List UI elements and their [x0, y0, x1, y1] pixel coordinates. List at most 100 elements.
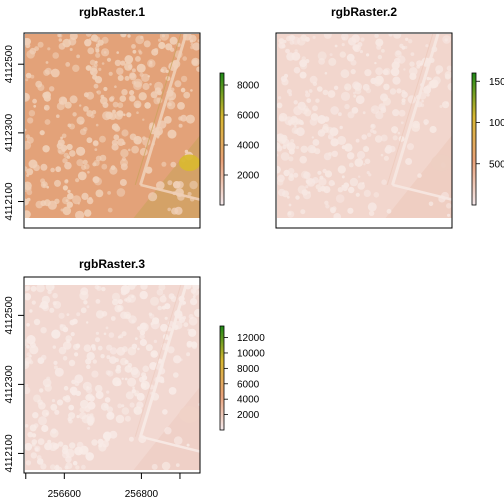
raster-speck — [133, 100, 142, 109]
raster-speck — [129, 90, 135, 96]
raster-speck — [281, 78, 289, 86]
raster-speck — [61, 450, 70, 459]
raster-speck — [35, 200, 44, 209]
raster-speck — [197, 39, 200, 43]
raster-speck — [337, 165, 346, 174]
raster-speck — [105, 370, 111, 376]
raster-speck — [121, 34, 127, 38]
raster-speck — [120, 357, 128, 366]
raster-speck — [286, 89, 292, 94]
raster-speck — [299, 71, 307, 79]
raster-speck — [44, 119, 51, 125]
raster-speck — [188, 328, 197, 337]
raster-speck — [124, 415, 131, 422]
colorbar-label: 500 — [489, 159, 504, 170]
raster-speck — [328, 152, 333, 156]
raster-speck — [124, 377, 128, 381]
x-tick-label: 256800 — [125, 489, 159, 500]
raster-speck — [136, 392, 145, 401]
raster-speck — [69, 150, 76, 157]
raster-speck — [28, 110, 36, 117]
raster-speck — [60, 136, 63, 140]
raster-speck — [305, 59, 310, 64]
raster-speck — [426, 76, 430, 81]
raster-speck — [92, 176, 100, 184]
raster-speck — [173, 355, 182, 364]
raster-speck — [101, 311, 108, 317]
raster-speck — [183, 91, 191, 99]
raster-speck — [62, 158, 68, 164]
raster-speck — [142, 82, 150, 91]
raster-speck — [25, 285, 31, 291]
raster-speck — [32, 98, 37, 104]
raster-speck — [381, 179, 387, 185]
raster-speck — [161, 34, 165, 38]
raster-speck — [83, 163, 90, 170]
raster-speck — [34, 445, 41, 452]
raster-speck — [117, 403, 123, 409]
raster-speck — [38, 416, 47, 426]
raster-speck — [378, 103, 386, 111]
raster-speck — [141, 375, 148, 381]
raster-speck — [156, 181, 165, 190]
raster-speck — [98, 67, 102, 71]
raster-speck — [305, 92, 311, 98]
raster-speck — [138, 92, 147, 101]
raster-speck — [312, 139, 320, 146]
raster-speck — [371, 108, 375, 112]
raster-speck — [170, 161, 177, 168]
raster-speck — [25, 128, 27, 132]
raster-speck — [149, 362, 158, 370]
road-edge — [134, 285, 182, 437]
raster-speck — [383, 83, 390, 91]
raster-speck — [62, 396, 68, 401]
raster-speck — [151, 48, 159, 56]
raster-speck — [131, 319, 135, 323]
raster-speck — [382, 69, 389, 76]
raster-speck — [68, 419, 73, 424]
raster-speck — [324, 71, 328, 75]
raster-speck — [131, 145, 140, 154]
raster-speck — [392, 109, 400, 117]
raster-speck — [25, 92, 29, 101]
raster-speck — [114, 304, 122, 313]
raster-speck — [165, 43, 173, 51]
raster-speck — [346, 53, 355, 62]
raster-speck — [139, 333, 145, 340]
raster-speck — [67, 123, 72, 128]
raster-speck — [417, 173, 422, 178]
raster-speck — [277, 145, 283, 152]
panel-frame — [23, 276, 201, 474]
raster-speck — [148, 62, 153, 67]
raster-speck — [106, 57, 112, 62]
raster-speck — [352, 81, 361, 90]
colorbar-label: 10000 — [237, 348, 265, 359]
raster-speck — [306, 179, 310, 184]
raster-speck — [161, 161, 167, 167]
raster-speck — [54, 198, 60, 204]
colorbar — [219, 72, 225, 206]
raster-speck — [85, 65, 92, 71]
raster-speck — [37, 438, 45, 445]
raster-speck — [170, 97, 174, 101]
raster-speck — [33, 318, 41, 326]
raster-speck — [25, 43, 31, 49]
raster-speck — [131, 295, 135, 299]
raster-speck — [150, 350, 158, 358]
raster-speck — [163, 116, 172, 124]
raster-speck — [121, 404, 125, 408]
raster-speck — [75, 343, 81, 349]
raster-speck — [288, 34, 295, 41]
raster-speck — [79, 104, 82, 107]
raster-speck — [75, 390, 82, 396]
raster-speck — [380, 134, 388, 142]
raster-speck — [363, 163, 366, 166]
raster-speck — [76, 312, 81, 317]
raster-speck — [64, 179, 69, 184]
raster-speck — [357, 42, 363, 47]
colorbar-label: 12000 — [237, 333, 265, 344]
raster-speck — [158, 285, 166, 291]
raster-speck — [162, 409, 168, 415]
raster-speck — [95, 189, 104, 198]
raster-speck — [34, 46, 39, 51]
